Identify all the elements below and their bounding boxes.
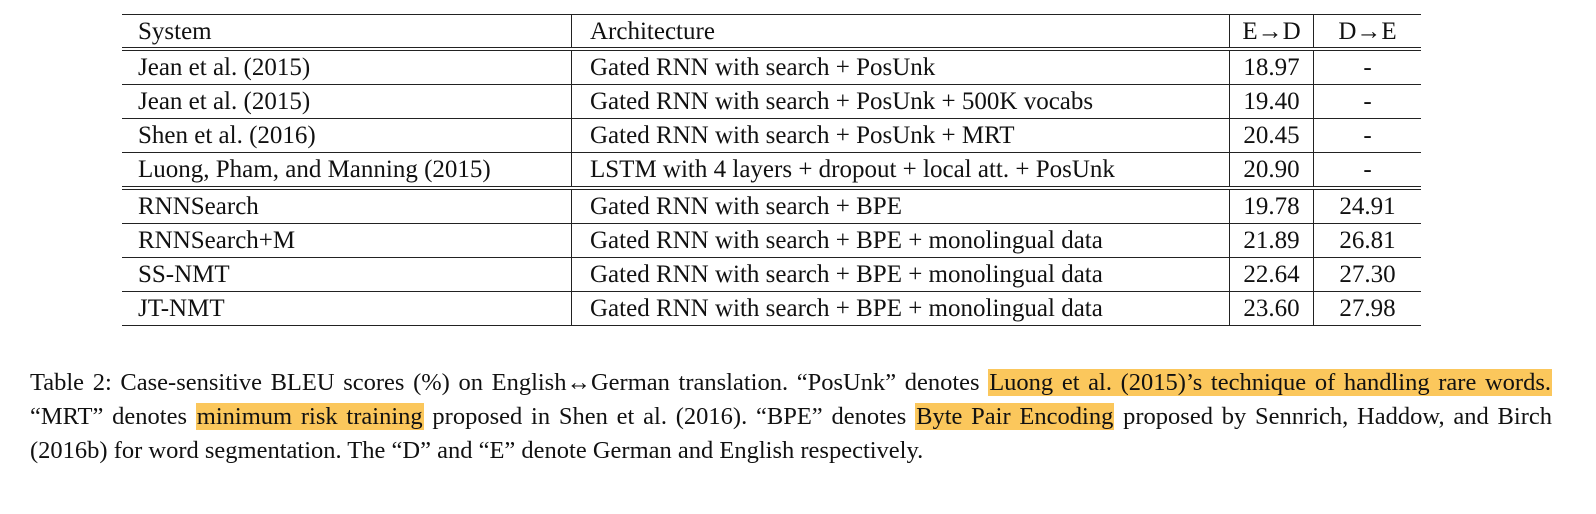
cell-architecture: Gated RNN with search + BPE + monolingua… (571, 257, 1230, 292)
cell-system: SS-NMT (122, 257, 572, 292)
cell-e-to-d: 19.78 (1229, 188, 1314, 224)
table-row-best: JT-NMT Gated RNN with search + BPE + mon… (122, 291, 1421, 326)
cell-architecture: Gated RNN with search + BPE + monolingua… (571, 291, 1230, 326)
caption-text-4: proposed by Sennrich, Haddow, and Birch … (30, 403, 1552, 464)
cell-e-to-d: 19.40 (1229, 84, 1314, 119)
cell-d-to-e: - (1363, 122, 1372, 149)
cell-architecture: Gated RNN with search + PosUnk + 500K vo… (571, 84, 1230, 119)
cell-architecture: Gated RNN with search + PosUnk + MRT (571, 118, 1230, 153)
table-row: Luong, Pham, and Manning (2015) LSTM wit… (122, 152, 1421, 188)
header-row: System Architecture E→D D→E (122, 14, 1421, 49)
table-header: System Architecture E→D D→E (122, 14, 1421, 49)
caption-highlight-mrt: minimum risk training (195, 403, 424, 430)
cell-e-to-d-best: 23.60 (1229, 291, 1314, 326)
table-row: Shen et al. (2016) Gated RNN with search… (122, 118, 1421, 153)
caption-highlight-posunk: Luong et al. (2015)’s technique of handl… (988, 369, 1552, 396)
caption-text-1: Table 2: Case-sensitive BLEU scores (%) … (30, 369, 989, 396)
cell-system: RNNSearch (122, 188, 572, 224)
cell-d-to-e: - (1363, 156, 1372, 183)
cell-architecture: Gated RNN with search + BPE (571, 188, 1230, 224)
table-caption: Table 2: Case-sensitive BLEU scores (%) … (30, 366, 1552, 468)
cell-system: Jean et al. (2015) (122, 84, 572, 119)
caption-text-2: “MRT” denotes (30, 403, 196, 430)
cell-d-to-e: 24.91 (1339, 193, 1396, 220)
header-d-to-e: D→E (1313, 14, 1421, 49)
header-e-to-d: E→D (1229, 14, 1314, 49)
table-row: RNNSearch+M Gated RNN with search + BPE … (122, 223, 1421, 258)
results-table: System Architecture E→D D→E Jean et al. … (122, 14, 1421, 326)
cell-d-to-e: 26.81 (1339, 227, 1396, 254)
cell-e-to-d: 22.64 (1229, 257, 1314, 292)
cell-d-to-e-best: 27.98 (1339, 295, 1396, 322)
cell-architecture: Gated RNN with search + PosUnk (571, 49, 1230, 85)
cell-system: JT-NMT (122, 291, 572, 326)
cell-d-to-e: 27.30 (1339, 261, 1396, 288)
cell-e-to-d: 20.90 (1229, 152, 1314, 188)
table-row: Jean et al. (2015) Gated RNN with search… (122, 49, 1421, 85)
caption-text-3: proposed in Shen et al. (2016). “BPE” de… (423, 403, 916, 430)
table-row: RNNSearch Gated RNN with search + BPE 19… (122, 188, 1421, 224)
cell-d-to-e: - (1363, 54, 1372, 81)
cell-architecture: Gated RNN with search + BPE + monolingua… (571, 223, 1230, 258)
table-group-baselines: Jean et al. (2015) Gated RNN with search… (122, 49, 1421, 188)
cell-architecture: LSTM with 4 layers + dropout + local att… (571, 152, 1230, 188)
table-group-bpe: RNNSearch Gated RNN with search + BPE 19… (122, 188, 1421, 326)
table-row: SS-NMT Gated RNN with search + BPE + mon… (122, 257, 1421, 292)
header-architecture: Architecture (571, 14, 1230, 49)
cell-e-to-d: 18.97 (1229, 49, 1314, 85)
cell-system: Luong, Pham, and Manning (2015) (122, 152, 572, 188)
table-row: Jean et al. (2015) Gated RNN with search… (122, 84, 1421, 119)
header-system: System (122, 14, 572, 49)
cell-system: Jean et al. (2015) (122, 49, 572, 85)
cell-e-to-d: 21.89 (1229, 223, 1314, 258)
cell-system: RNNSearch+M (122, 223, 572, 258)
cell-system: Shen et al. (2016) (122, 118, 572, 153)
caption-highlight-bpe: Byte Pair Encoding (915, 403, 1115, 430)
cell-e-to-d: 20.45 (1229, 118, 1314, 153)
cell-d-to-e: - (1363, 88, 1372, 115)
